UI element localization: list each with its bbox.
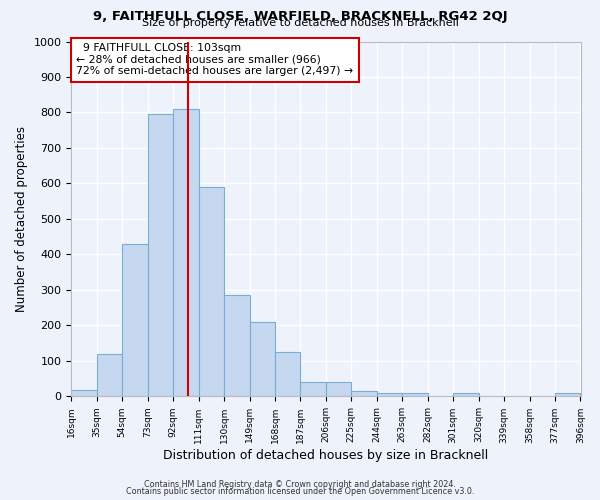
Bar xyxy=(224,296,250,396)
Bar xyxy=(377,393,402,396)
Bar xyxy=(301,382,326,396)
Bar xyxy=(453,393,479,396)
Bar xyxy=(122,244,148,396)
Text: Size of property relative to detached houses in Bracknell: Size of property relative to detached ho… xyxy=(142,18,458,28)
Bar xyxy=(199,187,224,396)
Bar xyxy=(326,382,352,396)
Bar xyxy=(71,390,97,396)
Bar xyxy=(402,393,428,396)
Text: Contains HM Land Registry data © Crown copyright and database right 2024.: Contains HM Land Registry data © Crown c… xyxy=(144,480,456,489)
X-axis label: Distribution of detached houses by size in Bracknell: Distribution of detached houses by size … xyxy=(163,450,488,462)
Bar xyxy=(97,354,122,397)
Y-axis label: Number of detached properties: Number of detached properties xyxy=(15,126,28,312)
Text: 9 FAITHFULL CLOSE: 103sqm
← 28% of detached houses are smaller (966)
72% of semi: 9 FAITHFULL CLOSE: 103sqm ← 28% of detac… xyxy=(76,44,353,76)
Bar xyxy=(352,391,377,396)
Bar xyxy=(173,109,199,397)
Bar xyxy=(555,393,580,396)
Text: Contains public sector information licensed under the Open Government Licence v3: Contains public sector information licen… xyxy=(126,487,474,496)
Bar xyxy=(250,322,275,396)
Bar xyxy=(275,352,301,397)
Text: 9, FAITHFULL CLOSE, WARFIELD, BRACKNELL, RG42 2QJ: 9, FAITHFULL CLOSE, WARFIELD, BRACKNELL,… xyxy=(92,10,508,23)
Bar xyxy=(148,114,173,396)
